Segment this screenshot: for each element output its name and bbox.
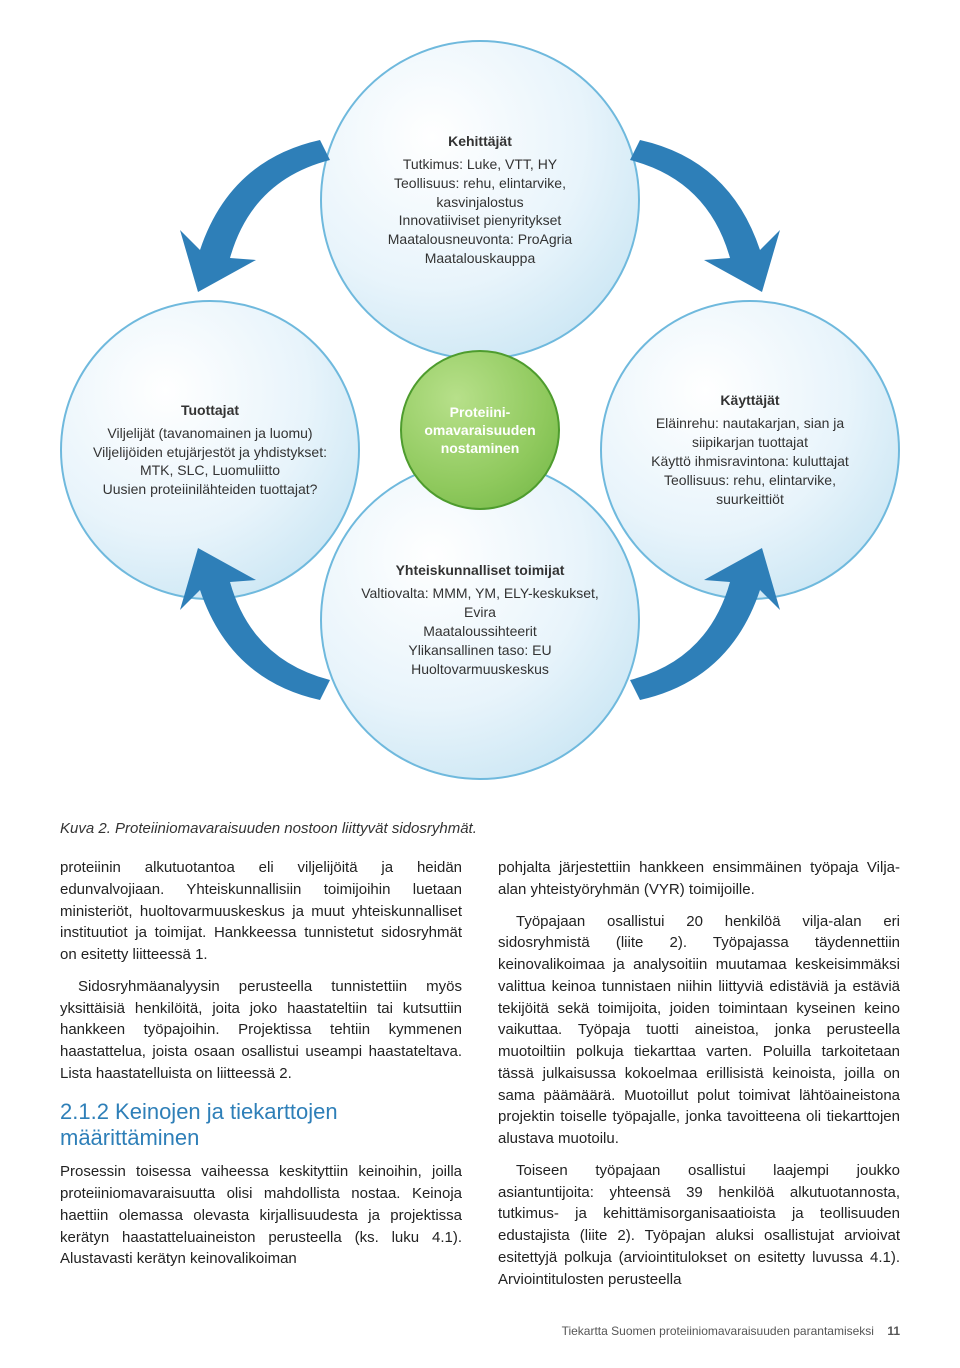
stakeholder-diagram: Kehittäjät Tutkimus: Luke, VTT, HY Teoll… — [60, 40, 900, 780]
page-footer: Tiekartta Suomen proteiiniomavaraisuuden… — [60, 1324, 900, 1338]
circle-line: Ylikansallinen taso: EU — [408, 641, 551, 660]
circle-line: Tutkimus: Luke, VTT, HY — [403, 155, 557, 174]
circle-line: Maatalousneuvonta: ProAgria — [388, 230, 572, 249]
circle-line: Innovatiiviset pienyritykset — [399, 211, 562, 230]
body-paragraph: pohjalta järjestettiin hankkeen ensimmäi… — [498, 857, 900, 901]
circle-line: Maatalouskauppa — [425, 249, 536, 268]
arrow-bottom-right — [610, 540, 790, 725]
footer-text: Tiekartta Suomen proteiiniomavaraisuuden… — [562, 1324, 874, 1338]
left-column: proteiinin alkutuotantoa eli viljelijöit… — [60, 857, 462, 1300]
circle-title: Yhteiskunnalliset toimijat — [396, 561, 565, 580]
circle-developers: Kehittäjät Tutkimus: Luke, VTT, HY Teoll… — [320, 40, 640, 360]
figure-caption: Kuva 2. Proteiiniomavaraisuuden nostoon … — [60, 820, 900, 837]
circle-line: Eläinrehu: nautakarjan, sian ja siipikar… — [632, 414, 868, 452]
circle-line: Huoltovarmuuskeskus — [411, 660, 549, 679]
center-circle: Proteiini- omavaraisuuden nostaminen — [400, 350, 560, 510]
circle-line: Teollisuus: rehu, elintarvike, suurkeitt… — [632, 471, 868, 509]
arrow-bottom-left — [170, 540, 350, 725]
arrow-top-left — [170, 120, 350, 305]
circle-title: Käyttäjät — [720, 391, 779, 410]
page-number: 11 — [887, 1324, 900, 1338]
center-label: Proteiini- omavaraisuuden nostaminen — [424, 403, 535, 458]
circle-line: Uusien proteiinilähteiden tuottajat? — [103, 480, 318, 499]
circle-line: Viljelijät (tavanomainen ja luomu) — [107, 424, 312, 443]
arrow-top-right — [610, 120, 790, 305]
circle-line: Viljelijöiden etujärjestöt ja yhdistykse… — [92, 443, 328, 481]
circle-line: Käyttö ihmisravintona: kuluttajat — [651, 452, 849, 471]
body-columns: proteiinin alkutuotantoa eli viljelijöit… — [60, 857, 900, 1300]
body-paragraph: Työpajaan osallistui 20 henkilöä vilja-a… — [498, 911, 900, 1150]
circle-line: Teollisuus: rehu, elintarvike, kasvinjal… — [352, 174, 608, 212]
circle-title: Tuottajat — [181, 401, 239, 420]
body-paragraph: Sidosryhmäanalyysin perusteella tunniste… — [60, 976, 462, 1085]
circle-line: Valtiovalta: MMM, YM, ELY-keskukset, Evi… — [352, 584, 608, 622]
body-paragraph: Toiseen työpajaan osallistui laajempi jo… — [498, 1160, 900, 1291]
circle-line: Maataloussihteerit — [423, 622, 537, 641]
body-paragraph: proteiinin alkutuotantoa eli viljelijöit… — [60, 857, 462, 966]
body-paragraph: Prosessin toisessa vaiheessa keskityttii… — [60, 1161, 462, 1270]
right-column: pohjalta järjestettiin hankkeen ensimmäi… — [498, 857, 900, 1300]
circle-title: Kehittäjät — [448, 132, 512, 151]
section-heading: 2.1.2 Keinojen ja tiekarttojen määrittäm… — [60, 1099, 462, 1152]
